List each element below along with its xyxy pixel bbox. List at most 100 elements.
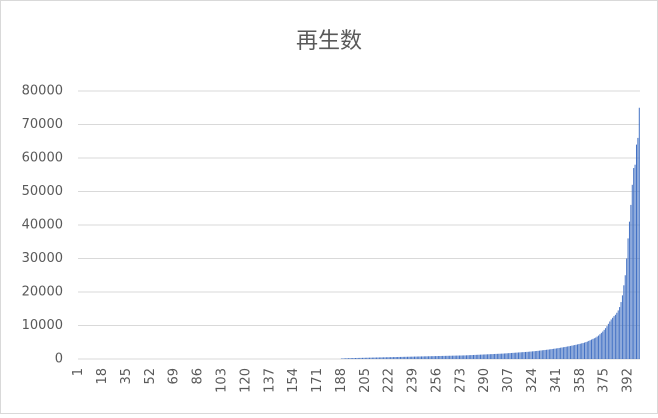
bar bbox=[378, 357, 380, 359]
bar bbox=[357, 357, 359, 359]
bar bbox=[369, 357, 371, 359]
bar bbox=[553, 348, 555, 359]
bar bbox=[533, 351, 535, 359]
bar bbox=[390, 357, 392, 359]
bar bbox=[635, 144, 637, 359]
bar bbox=[626, 258, 628, 359]
x-tick-label: 358 bbox=[573, 368, 588, 393]
bar bbox=[467, 355, 469, 359]
bar bbox=[416, 356, 418, 359]
bar bbox=[638, 107, 640, 359]
bar bbox=[449, 355, 451, 359]
x-tick-label: 86 bbox=[191, 368, 206, 385]
bar bbox=[568, 346, 570, 359]
bar bbox=[371, 357, 373, 359]
bar bbox=[516, 352, 518, 359]
bar bbox=[429, 356, 431, 359]
bar bbox=[505, 353, 507, 359]
bar bbox=[544, 349, 546, 359]
x-tick-label: 341 bbox=[549, 368, 564, 393]
bar bbox=[637, 137, 639, 359]
bar bbox=[425, 356, 427, 359]
bar bbox=[624, 275, 626, 359]
bar bbox=[367, 357, 369, 359]
x-tick-label: 18 bbox=[95, 368, 110, 385]
bar bbox=[413, 356, 416, 359]
bar bbox=[395, 357, 397, 359]
bar bbox=[606, 326, 608, 359]
bar bbox=[433, 356, 435, 359]
bar bbox=[435, 356, 437, 359]
bar bbox=[582, 342, 584, 359]
bar bbox=[470, 355, 472, 359]
bar bbox=[526, 351, 528, 359]
bar bbox=[362, 357, 364, 359]
bar bbox=[444, 355, 446, 359]
bar bbox=[374, 357, 376, 359]
bar bbox=[583, 342, 586, 359]
bar bbox=[561, 347, 563, 359]
bar bbox=[633, 168, 635, 359]
bar bbox=[430, 356, 432, 359]
bar bbox=[399, 356, 401, 359]
bar bbox=[437, 356, 439, 359]
bar bbox=[627, 238, 629, 359]
x-tick-label: 375 bbox=[597, 368, 612, 393]
bar bbox=[405, 356, 407, 359]
bar bbox=[565, 346, 567, 359]
bar bbox=[613, 316, 615, 359]
bar bbox=[523, 352, 525, 359]
bar bbox=[558, 347, 560, 359]
x-tick-label: 222 bbox=[382, 368, 397, 393]
bar bbox=[630, 204, 632, 359]
bar bbox=[519, 352, 521, 359]
bar bbox=[517, 352, 519, 359]
bar bbox=[524, 351, 526, 359]
bar bbox=[593, 338, 595, 359]
bar bbox=[548, 349, 550, 359]
x-tick-label: 103 bbox=[215, 368, 230, 393]
x-tick-label: 273 bbox=[453, 368, 468, 393]
bar bbox=[564, 347, 566, 359]
bar bbox=[428, 356, 430, 359]
y-tick-label: 30000 bbox=[22, 251, 63, 266]
bar bbox=[457, 355, 459, 359]
bar bbox=[591, 339, 593, 359]
bar bbox=[401, 356, 403, 359]
x-tick-label: 120 bbox=[238, 368, 253, 393]
bar bbox=[602, 331, 604, 359]
bar bbox=[589, 340, 591, 359]
bar bbox=[623, 285, 625, 359]
bar bbox=[404, 356, 406, 359]
bar bbox=[422, 356, 424, 359]
bar bbox=[543, 350, 545, 359]
bar bbox=[574, 345, 576, 359]
y-tick-label: 0 bbox=[55, 352, 63, 367]
bar bbox=[612, 317, 614, 359]
bar bbox=[496, 353, 498, 359]
bar bbox=[603, 329, 605, 359]
x-tick-label: 205 bbox=[358, 368, 373, 393]
bar bbox=[388, 357, 390, 359]
bar bbox=[342, 358, 344, 359]
bar bbox=[408, 356, 410, 359]
bar bbox=[508, 353, 510, 359]
bar bbox=[464, 355, 466, 359]
bar bbox=[463, 355, 465, 359]
bar bbox=[383, 357, 385, 359]
bar bbox=[392, 357, 394, 359]
bar bbox=[534, 351, 536, 359]
bar bbox=[560, 347, 562, 359]
bar bbox=[421, 356, 423, 359]
bar bbox=[599, 334, 601, 359]
bar bbox=[509, 353, 511, 359]
bar bbox=[499, 353, 501, 359]
bar bbox=[370, 357, 372, 359]
y-tick-label: 70000 bbox=[22, 117, 63, 132]
bar bbox=[453, 355, 455, 359]
bar bbox=[541, 350, 543, 359]
bar bbox=[576, 344, 578, 359]
bar bbox=[411, 356, 413, 359]
bar bbox=[540, 350, 542, 359]
